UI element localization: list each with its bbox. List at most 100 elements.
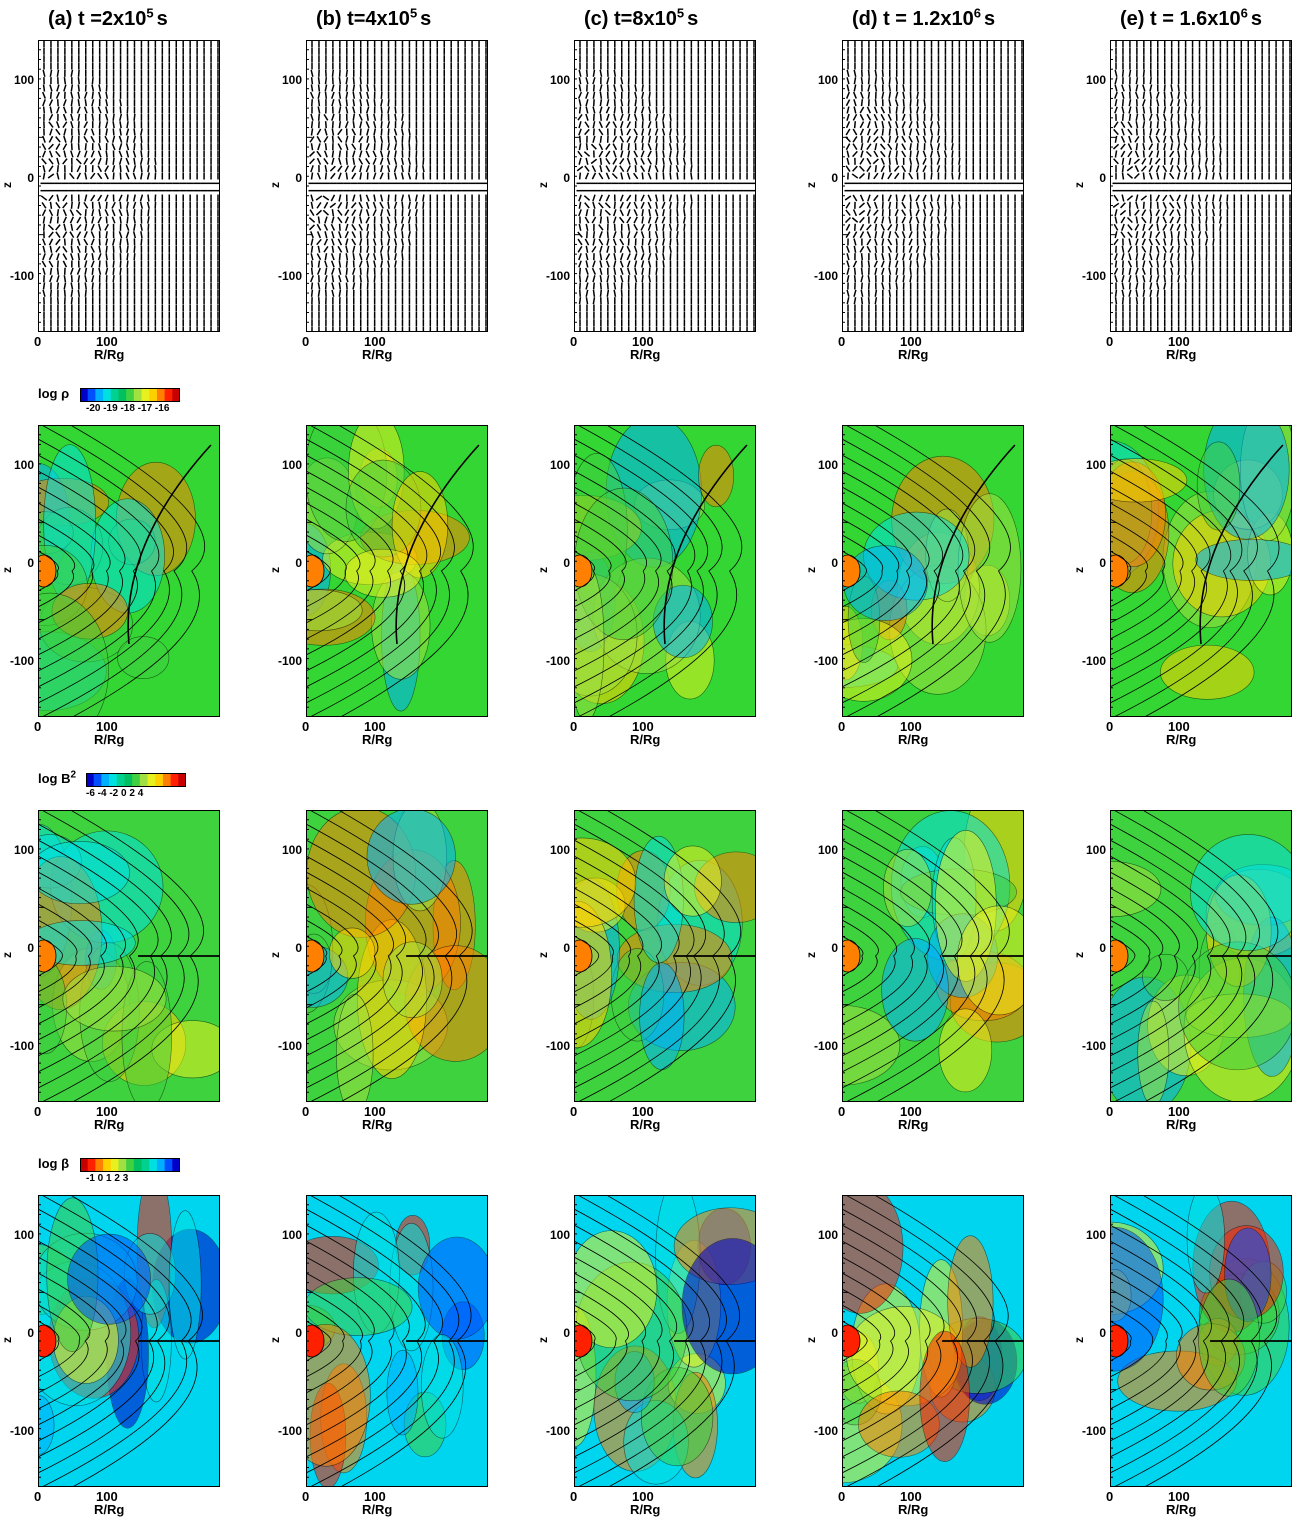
field-arrow	[1190, 113, 1195, 121]
field-arrow	[859, 121, 865, 129]
field-arrow	[585, 69, 589, 77]
field-arrow	[316, 231, 321, 239]
field-arrow	[599, 91, 603, 99]
field-arrow	[866, 113, 872, 121]
field-arrow	[42, 106, 46, 114]
field-arrow	[112, 260, 115, 268]
field-arrow	[1154, 158, 1161, 165]
field-arrow	[880, 157, 885, 165]
field-arrow	[851, 217, 859, 223]
field-arrow	[118, 143, 123, 151]
field-arrow	[147, 209, 150, 217]
column-title-text: (a) t =2x10	[48, 8, 147, 30]
field-arrow	[888, 260, 892, 268]
field-arrow	[132, 135, 137, 143]
field-arrow	[1155, 231, 1161, 239]
field-arrow	[48, 121, 54, 128]
field-arrow	[1156, 275, 1160, 283]
field-arrow	[125, 128, 130, 136]
field-arrow	[1121, 194, 1125, 202]
field-arrow	[119, 267, 122, 275]
field-arrow	[937, 253, 940, 261]
field-arrow	[592, 106, 596, 114]
field-arrow	[42, 216, 46, 224]
field-arrow	[125, 231, 130, 239]
field-arrow	[874, 165, 877, 173]
field-arrow	[867, 260, 871, 268]
field-arrow	[84, 143, 87, 151]
field-arrow	[676, 143, 679, 151]
field-arrow	[400, 194, 405, 202]
colorbar-swatch	[87, 1158, 96, 1172]
field-arrow	[881, 209, 884, 217]
field-arrow	[331, 128, 335, 136]
field-arrow	[606, 282, 609, 290]
field-arrow	[329, 202, 337, 209]
field-arrow	[119, 216, 122, 224]
field-arrow	[634, 275, 638, 283]
field-arrow	[49, 245, 53, 253]
field-arrow	[880, 260, 885, 268]
field-arrow	[104, 223, 109, 231]
field-arrow	[133, 113, 136, 121]
field-arrow	[380, 128, 383, 136]
field-arrow	[407, 231, 411, 239]
field-arrow	[345, 157, 348, 165]
field-arrow	[1135, 297, 1139, 305]
field-arrow	[1205, 172, 1208, 180]
field-arrow	[338, 106, 342, 114]
field-arrow	[880, 113, 886, 121]
field-arrow	[359, 121, 363, 129]
field-arrow	[915, 165, 920, 173]
column-title-e: (e) t = 1.6x106 s	[1120, 6, 1262, 31]
field-arrow	[69, 216, 74, 224]
field-arrow	[310, 238, 314, 246]
field-arrow	[337, 128, 343, 136]
field-arrow	[1197, 172, 1202, 180]
field-arrow	[598, 194, 603, 202]
field-arrow	[908, 121, 913, 129]
field-arrow	[408, 238, 411, 246]
field-arrow	[1114, 260, 1118, 268]
field-arrow	[105, 201, 108, 209]
field-arrow	[119, 238, 122, 246]
field-arrow	[894, 135, 899, 143]
field-arrow	[851, 173, 859, 179]
field-arrow	[1114, 77, 1118, 85]
field-arrow	[1149, 245, 1152, 253]
field-arrow	[1212, 238, 1215, 246]
field-arrow	[879, 143, 886, 150]
field-arrow	[661, 216, 666, 224]
field-arrow	[345, 99, 348, 107]
field-arrow	[578, 253, 582, 261]
field-arrow	[634, 165, 637, 173]
field-arrow	[105, 253, 108, 261]
field-arrow	[873, 113, 879, 121]
field-arrow	[133, 245, 136, 253]
field-arrow	[1127, 128, 1133, 136]
field-arrow	[880, 223, 885, 231]
field-arrow	[373, 99, 376, 107]
field-arrow	[929, 121, 934, 129]
field-arrow	[1183, 238, 1188, 246]
field-arrow	[669, 238, 672, 246]
field-arrow	[599, 84, 603, 92]
field-arrow	[1140, 165, 1147, 172]
field-arrow	[895, 91, 899, 99]
field-arrow	[1169, 260, 1174, 268]
field-arrow	[112, 165, 116, 173]
colorbar-swatch	[155, 773, 164, 787]
field-arrow	[345, 223, 349, 231]
field-arrow	[317, 297, 320, 305]
field-arrow	[84, 194, 88, 202]
field-arrow	[1170, 84, 1174, 92]
field-arrow	[662, 150, 665, 158]
field-arrow	[578, 121, 582, 129]
field-arrow	[112, 128, 115, 136]
field-arrow	[860, 143, 864, 151]
field-arrow	[641, 267, 644, 275]
field-arrow	[578, 194, 582, 202]
field-arrow	[48, 209, 54, 217]
field-arrow	[41, 201, 47, 209]
field-arrow	[365, 165, 370, 173]
